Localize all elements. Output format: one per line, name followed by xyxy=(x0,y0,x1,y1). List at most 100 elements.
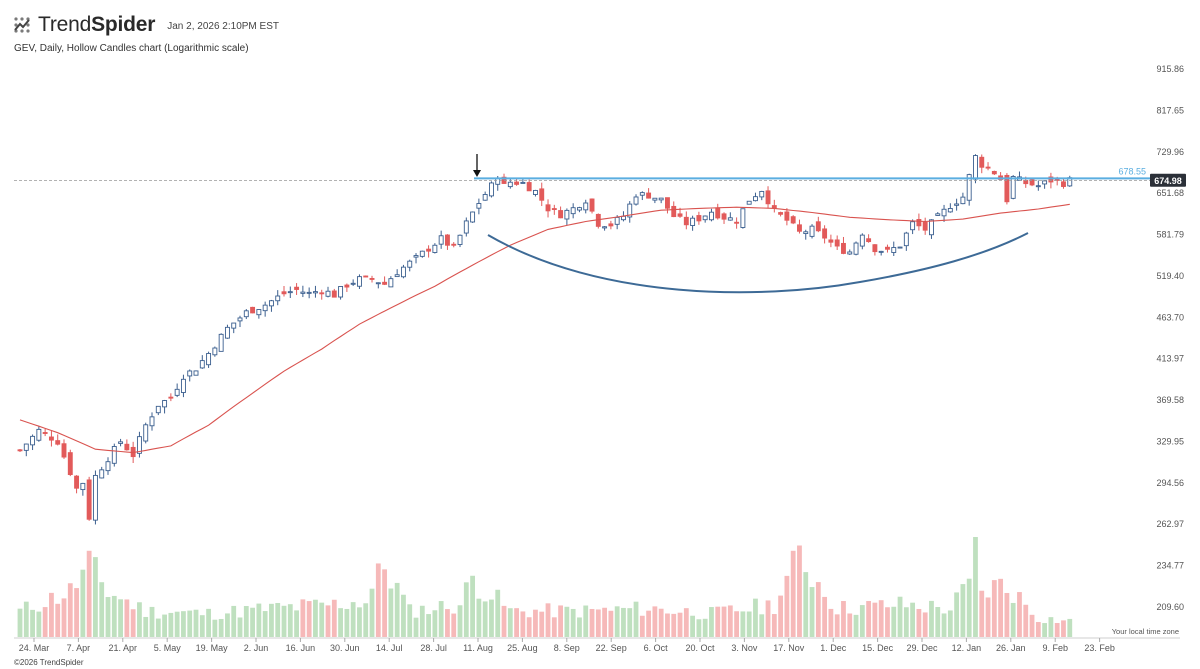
candle-body xyxy=(602,226,608,229)
candle-body xyxy=(61,443,67,458)
volume-bar xyxy=(401,594,406,637)
volume-bar xyxy=(960,584,966,637)
candle-body xyxy=(709,211,714,221)
volume-bar xyxy=(495,589,501,637)
candle-body xyxy=(539,188,545,201)
candle-body xyxy=(1010,176,1016,199)
candle-body xyxy=(105,461,111,472)
x-tick-label: 1. Dec xyxy=(820,643,847,653)
volume-bar xyxy=(885,607,890,637)
volume-bar xyxy=(677,612,683,637)
candle-body xyxy=(30,435,36,446)
volume-bar xyxy=(979,590,985,637)
volume-bar xyxy=(702,618,708,637)
candle-body xyxy=(702,215,708,221)
x-tick-label: 19. May xyxy=(196,643,229,653)
volume-bar xyxy=(533,609,538,637)
volume-bar xyxy=(985,597,991,637)
x-tick-label: 20. Oct xyxy=(685,643,715,653)
candle-body xyxy=(658,197,664,201)
volume-bar xyxy=(602,607,607,637)
volume-bar xyxy=(828,608,834,637)
candle-body xyxy=(413,255,419,258)
volume-bar xyxy=(595,609,601,637)
candle-body xyxy=(438,235,444,245)
volume-bar xyxy=(281,605,287,637)
y-axis: 915.86 817.65 729.96 651.68 581.79 519.40 463.… xyxy=(1156,64,1184,612)
x-tick-label: 29. Dec xyxy=(906,643,938,653)
candle-body xyxy=(690,217,696,226)
candle-body xyxy=(922,221,928,231)
candle-body xyxy=(765,190,771,205)
volume-bar xyxy=(759,614,765,637)
candle-body xyxy=(960,196,966,205)
y-tick-label: 817.65 xyxy=(1156,105,1184,115)
candle-body xyxy=(570,207,576,215)
volume-bar xyxy=(162,614,167,637)
candle-body xyxy=(696,215,702,222)
x-tick-label: 3. Nov xyxy=(731,643,758,653)
moving-average-line xyxy=(19,203,1070,454)
candle-body xyxy=(577,207,582,211)
candle-body xyxy=(206,353,212,366)
candle-body xyxy=(627,203,633,218)
volume-bar xyxy=(256,603,262,637)
candle-body xyxy=(966,174,972,201)
volume-bar xyxy=(1067,618,1073,637)
volume-bar xyxy=(803,572,809,637)
volume-bar xyxy=(262,611,268,637)
candle-body xyxy=(652,197,658,201)
volume-bar xyxy=(199,615,205,637)
volume-bar xyxy=(815,582,821,637)
volume-bar xyxy=(130,609,136,637)
candle-body xyxy=(275,295,281,302)
candle-body xyxy=(268,300,274,307)
volume-bar xyxy=(551,617,557,637)
volume-bar xyxy=(790,550,796,637)
candle-body xyxy=(325,290,331,297)
volume-bar xyxy=(746,611,752,637)
x-tick-label: 30. Jun xyxy=(330,643,360,653)
volume-bar xyxy=(457,605,463,637)
candle-body xyxy=(903,232,909,247)
volume-bar xyxy=(778,595,784,637)
volume-bar xyxy=(287,604,293,637)
candle-body xyxy=(432,244,438,253)
y-tick-label: 581.79 xyxy=(1156,230,1184,240)
candle-body xyxy=(162,400,168,408)
candle-body xyxy=(224,326,230,339)
volume-bar xyxy=(570,608,576,637)
x-tick-label: 23. Feb xyxy=(1084,643,1115,653)
candle-body xyxy=(344,284,350,288)
candle-body xyxy=(394,274,400,278)
volume-bar xyxy=(558,605,563,637)
candle-body xyxy=(778,212,784,215)
candle-body xyxy=(287,291,293,294)
candle-body xyxy=(753,196,758,202)
candle-body xyxy=(545,204,551,212)
y-tick-label: 463.70 xyxy=(1156,312,1184,322)
candle-body xyxy=(1035,185,1041,188)
candle-body xyxy=(985,166,991,169)
x-tick-label: 17. Nov xyxy=(773,643,805,653)
volume-bar xyxy=(55,603,61,637)
candle-body xyxy=(872,244,878,253)
volume-bar xyxy=(809,587,815,637)
candle-body xyxy=(991,170,997,175)
candle-body xyxy=(759,190,765,198)
candle-body xyxy=(784,211,790,221)
candle-body xyxy=(388,278,394,288)
candle-body xyxy=(218,333,224,352)
volume-bar xyxy=(363,603,369,637)
candle-body xyxy=(583,202,589,211)
volume-bar xyxy=(331,599,337,637)
candle-body xyxy=(551,208,557,211)
candle-body xyxy=(294,286,300,290)
candle-body xyxy=(36,428,42,441)
candle-body xyxy=(187,370,193,377)
volume-bar xyxy=(916,608,922,637)
candle-body xyxy=(400,266,406,278)
volume-bar xyxy=(124,599,130,637)
volume-bar xyxy=(589,608,595,637)
